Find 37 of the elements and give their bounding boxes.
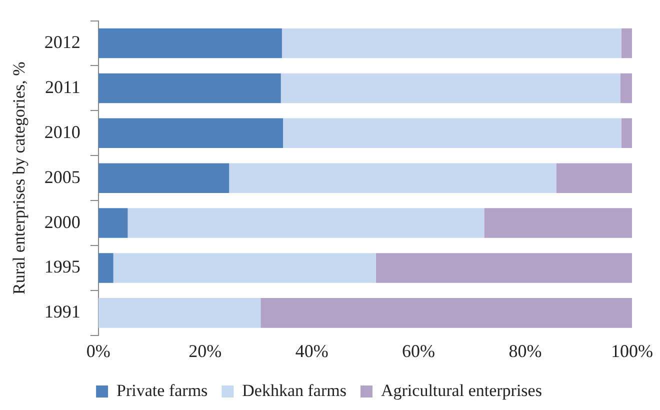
bar [98,73,281,104]
bar [260,298,632,328]
y-tick-label: 1995 [44,256,80,277]
bar [621,28,632,58]
bar [283,118,622,148]
bar [282,28,622,58]
y-axis-title: Rural enterprises by categories, % [10,62,29,294]
x-tick-label: 0% [86,340,110,361]
y-tick-label: 2011 [45,76,80,97]
bar [98,298,261,328]
bar [98,163,230,193]
x-tick-label: 40% [295,340,328,361]
bar [128,208,484,238]
bar [113,253,376,283]
bar [98,253,114,283]
y-tick-label: 2000 [44,212,80,232]
y-tick-label: 2005 [44,166,80,187]
legend-label: Dekhkan farms [242,380,346,400]
y-tick-label: 2010 [44,122,80,142]
x-tick-label: 80% [508,340,542,361]
bar [376,253,632,283]
bar [620,73,632,104]
legend-label: Agricultural enterprises [380,380,542,400]
x-tick-label: 60% [402,340,436,361]
x-tick-label: 20% [188,340,222,361]
bar [229,163,556,193]
bar [98,208,128,238]
legend-label: Private farms [116,380,208,400]
bar [484,208,632,238]
x-tick-label: 100% [611,340,653,361]
y-tick-label: 1991 [44,302,80,322]
bar [280,73,620,104]
bar [98,28,282,58]
bar [556,163,632,193]
y-tick-label: 2012 [44,32,80,52]
bar [621,118,632,148]
bar [98,118,284,148]
